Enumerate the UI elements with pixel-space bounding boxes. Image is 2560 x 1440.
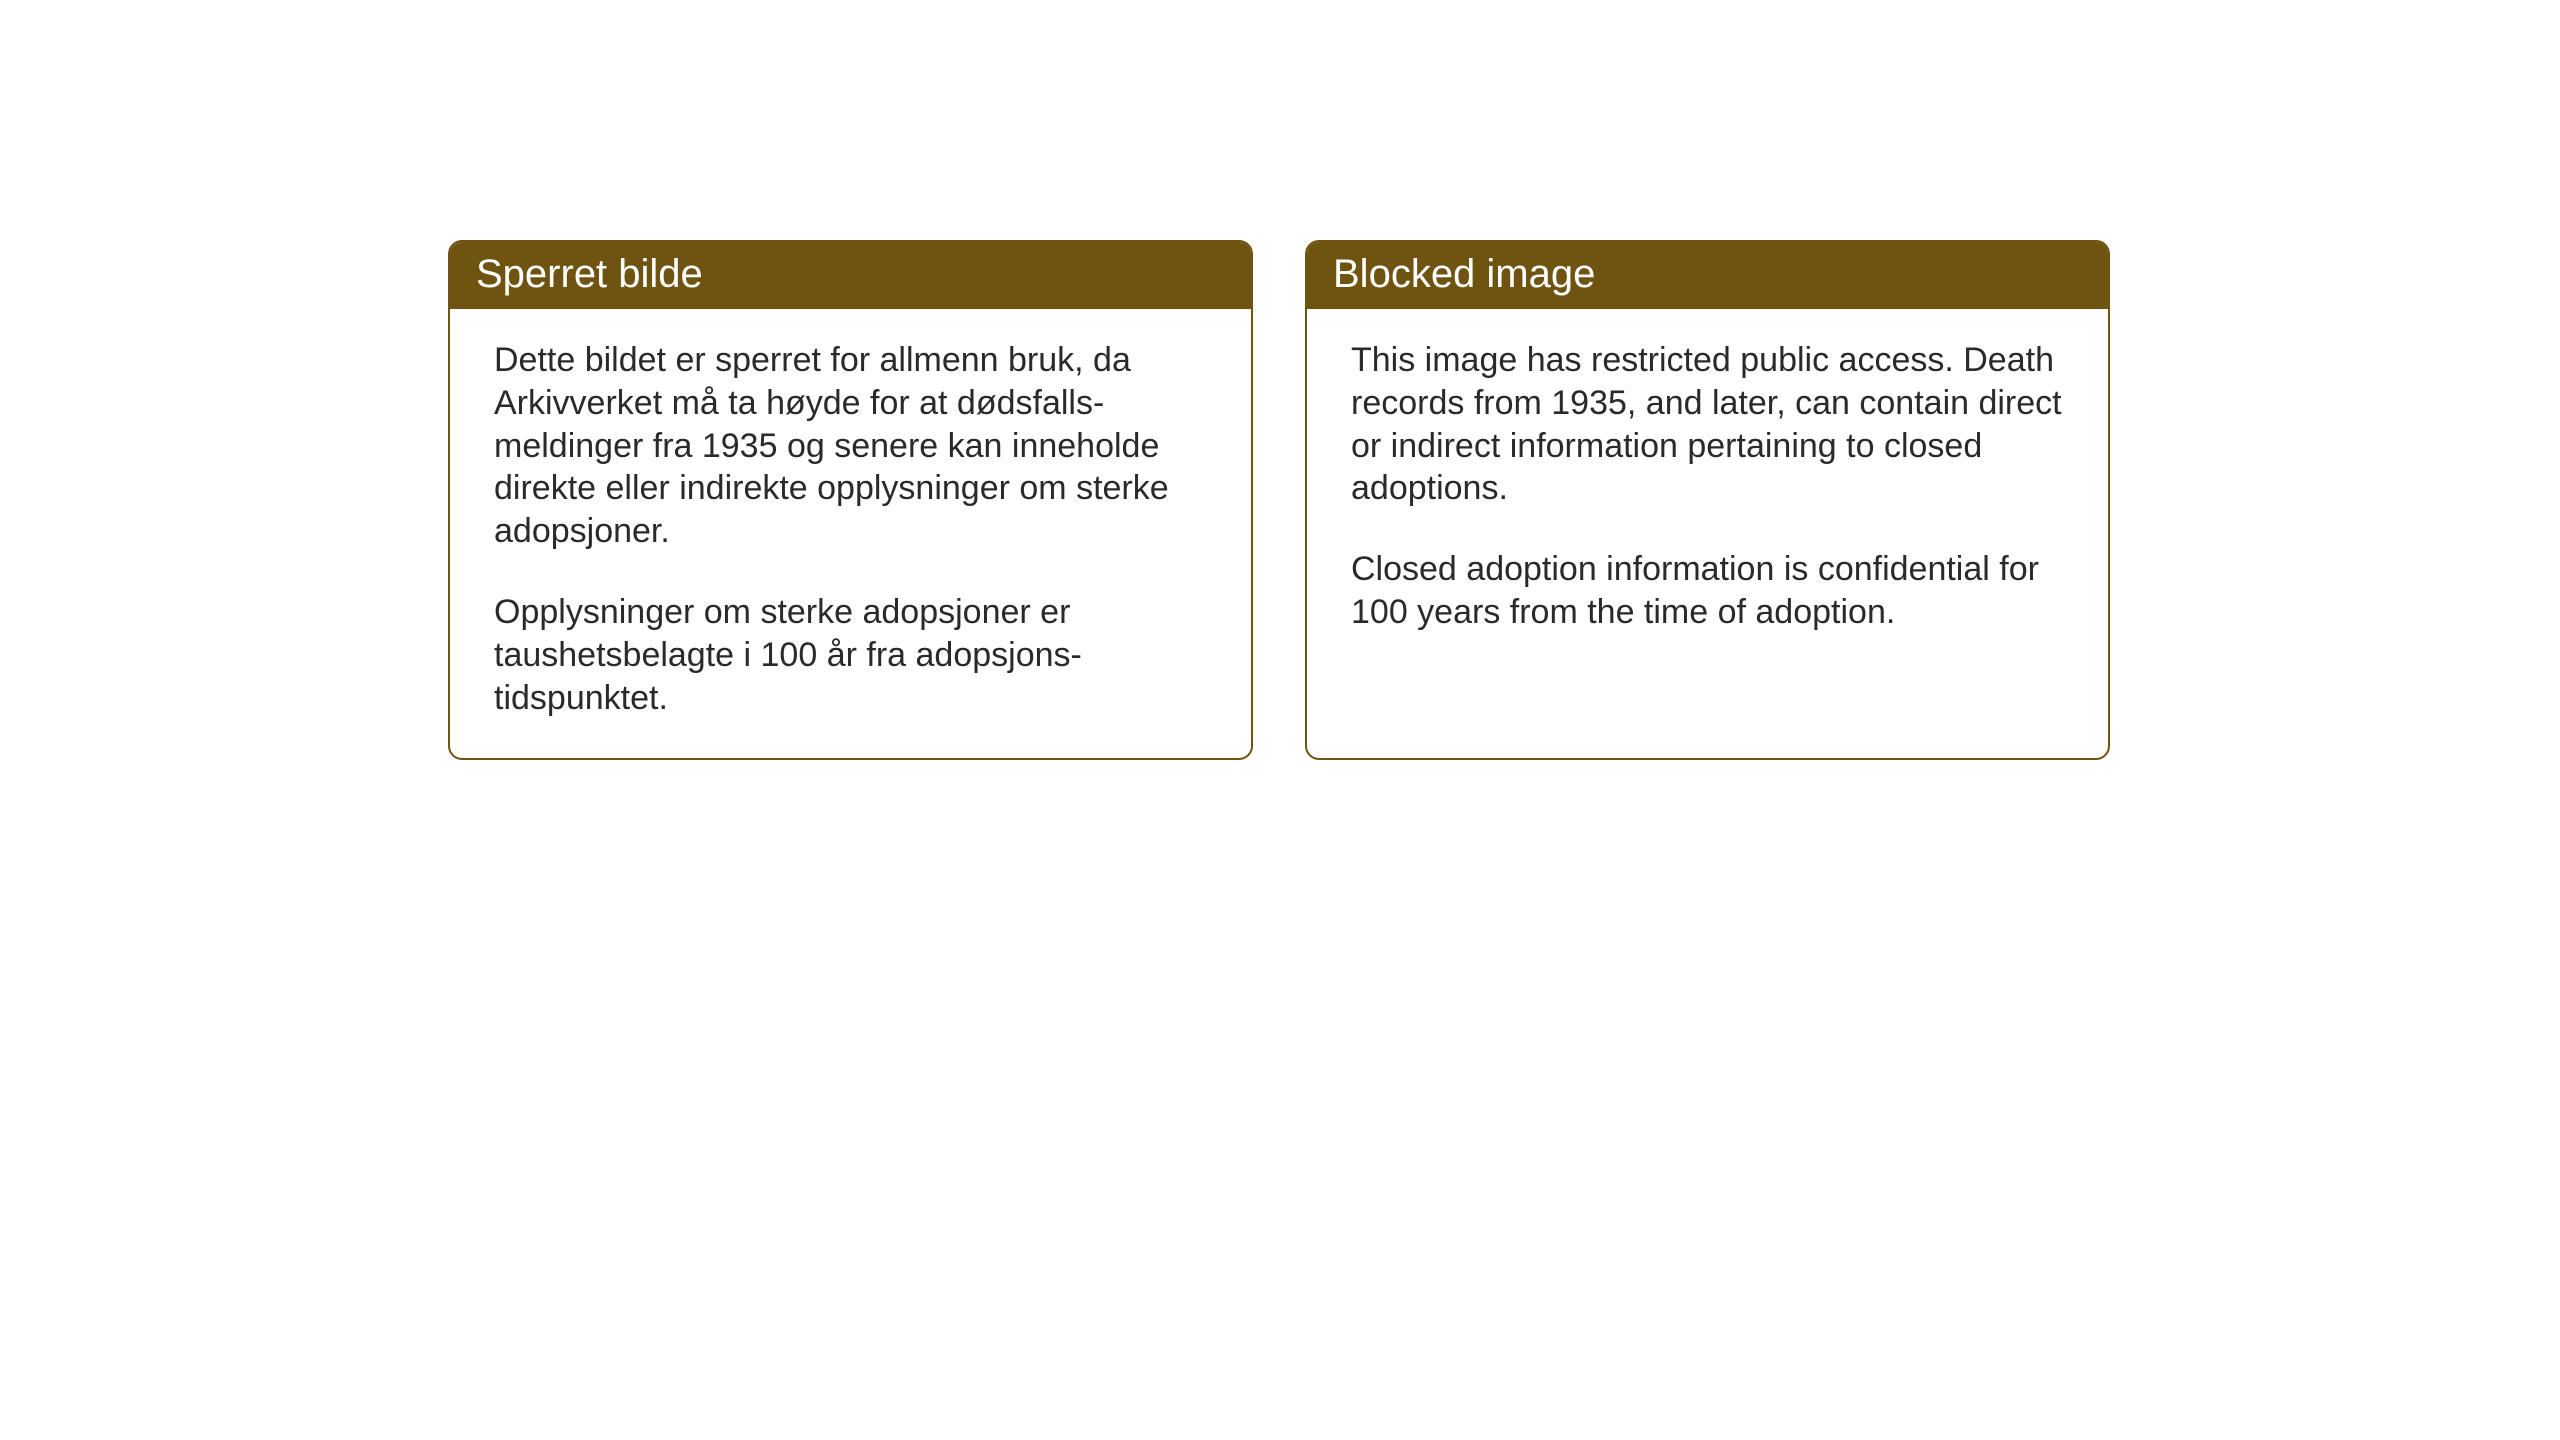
paragraph-english-2: Closed adoption information is confident… [1351,548,2064,634]
cards-container: Sperret bilde Dette bildet er sperret fo… [448,240,2110,760]
paragraph-norwegian-2: Opplysninger om sterke adopsjoner er tau… [494,591,1207,719]
card-title-norwegian: Sperret bilde [476,252,703,296]
card-body-english: This image has restricted public access.… [1307,309,2108,672]
card-english: Blocked image This image has restricted … [1305,240,2110,760]
paragraph-norwegian-1: Dette bildet er sperret for allmenn bruk… [494,339,1207,553]
card-header-english: Blocked image [1307,242,2108,309]
paragraph-english-1: This image has restricted public access.… [1351,339,2064,510]
card-title-english: Blocked image [1333,252,1595,296]
card-header-norwegian: Sperret bilde [450,242,1251,309]
card-body-norwegian: Dette bildet er sperret for allmenn bruk… [450,309,1251,758]
card-norwegian: Sperret bilde Dette bildet er sperret fo… [448,240,1253,760]
